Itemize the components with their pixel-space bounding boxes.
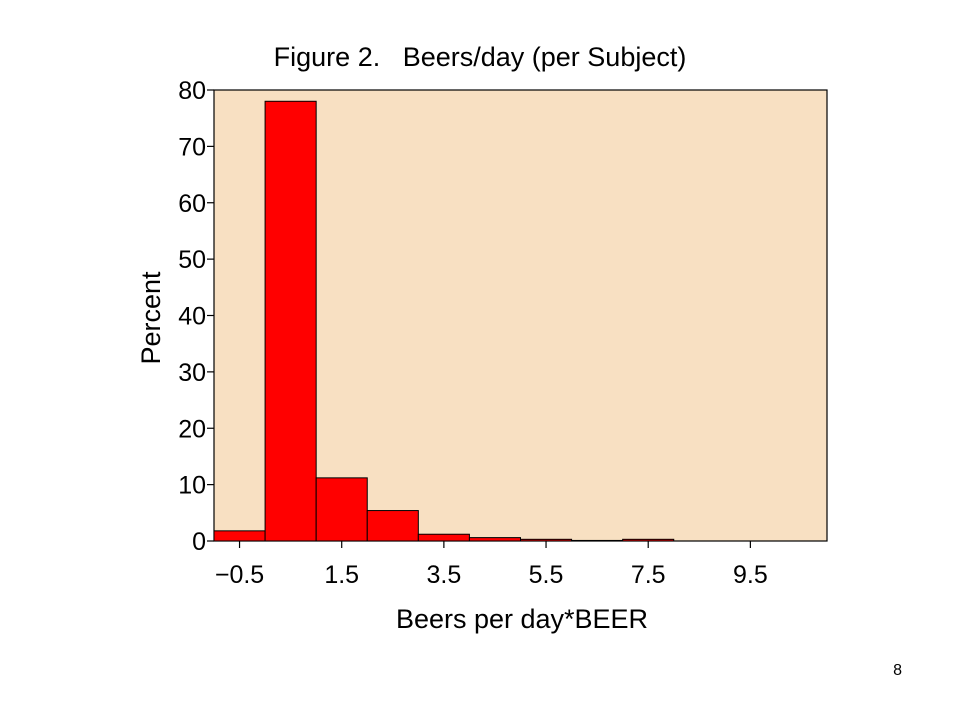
histogram-bar: [366, 510, 419, 542]
x-axis: −0.5 1.5 3.5 5.5 7.5 9.5: [215, 541, 768, 589]
x-tick-label: 7.5: [631, 561, 666, 589]
histogram-bar: [571, 539, 624, 542]
histogram-bar: [622, 538, 675, 542]
x-axis-label: Beers per day*BEER: [396, 604, 648, 634]
y-tick-label: 20: [178, 415, 206, 443]
histogram-bar: [520, 538, 573, 542]
histogram-bar: [315, 477, 368, 542]
y-axis: 0 10 20 30 40 50 60 70 80: [178, 77, 214, 556]
y-tick-label: 50: [178, 246, 206, 274]
y-tick-label: 80: [178, 77, 206, 105]
histogram-bar: [213, 530, 266, 542]
y-tick-label: 70: [178, 133, 206, 161]
histogram-bar: [417, 533, 470, 542]
y-tick-label: 10: [178, 472, 206, 500]
chart-title: Figure 2. Beers/day (per Subject): [274, 42, 687, 72]
x-tick-label: −0.5: [215, 561, 264, 589]
page-number: 8: [893, 662, 902, 679]
y-tick-label: 0: [192, 528, 206, 556]
x-tick-label: 1.5: [324, 561, 359, 589]
x-tick-label: 3.5: [426, 561, 461, 589]
y-axis-label: Percent: [136, 271, 166, 365]
histogram-bar: [468, 537, 521, 542]
y-tick-label: 30: [178, 359, 206, 387]
y-tick-label: 60: [178, 190, 206, 218]
x-tick-label: 9.5: [733, 561, 768, 589]
y-tick-label: 40: [178, 303, 206, 331]
bars-group: [213, 100, 675, 542]
x-tick-label: 5.5: [529, 561, 564, 589]
histogram-bar: [264, 100, 317, 542]
